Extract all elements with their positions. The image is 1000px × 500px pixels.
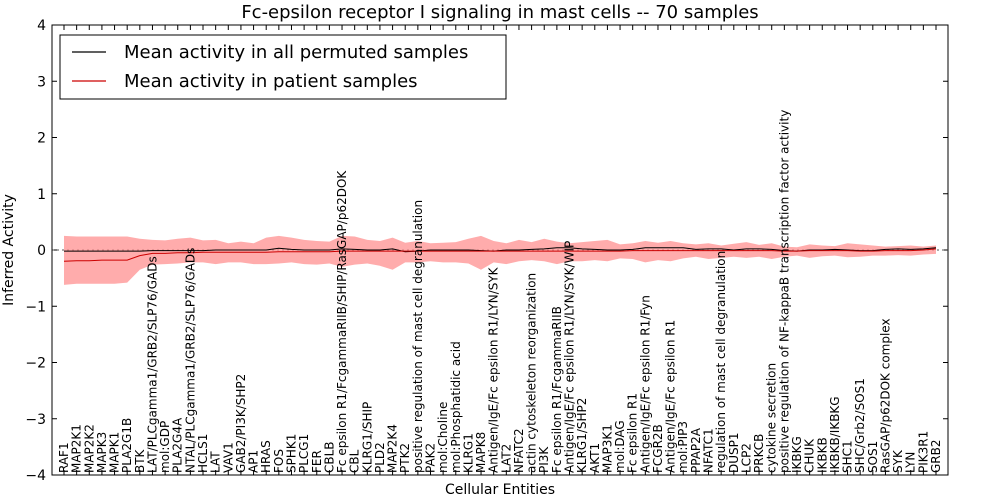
x-tick-label: RasGAP/p62DOK complex <box>878 318 892 473</box>
x-tick-label: MAP2K1 <box>70 424 84 473</box>
x-tick-label: LAT2 <box>499 444 513 473</box>
y-tick-label: 1 <box>37 187 46 203</box>
x-tick-label: mol:Choline <box>436 402 450 473</box>
y-tick-label: 4 <box>37 18 46 34</box>
y-tick-label: 2 <box>37 131 46 147</box>
x-tick-label: PRKCB <box>752 434 766 473</box>
x-tick-label: CHUK <box>803 438 817 473</box>
x-tick-label: BTK <box>133 448 147 473</box>
y-tick-label: −2 <box>25 356 46 372</box>
x-tick-label: KLRG1 <box>461 433 475 473</box>
x-tick-label: positive regulation of NF-kappaB transcr… <box>777 110 791 473</box>
x-tick-label: PIK3R1 <box>916 431 930 473</box>
x-tick-label: HRAS <box>259 440 273 473</box>
x-tick-label: PAK2 <box>424 443 438 473</box>
x-tick-label: mol:PIP3 <box>676 421 690 473</box>
x-tick-label: positive regulation of mast cell degranu… <box>411 200 425 473</box>
x-tick-label: PLA2G1B <box>120 418 134 473</box>
x-tick-label: mol:DAG <box>613 420 627 473</box>
x-tick-label: MAP2K2 <box>82 424 96 473</box>
x-tick-label: VAV1 <box>221 442 235 473</box>
x-tick-label: KLRG1/SHP2 <box>575 398 589 473</box>
x-axis-label: Cellular Entities <box>445 482 555 498</box>
x-tick-label: PTK2 <box>398 443 412 473</box>
x-tick-label: PLD2 <box>373 442 387 473</box>
x-tick-label: KLRG1/SHIP <box>360 402 374 473</box>
x-tick-label: GAB2/PI3K/SHP2 <box>234 374 248 473</box>
plot-area: −4−3−2−101234RAF1MAP2K1MAP2K2MAPK3MAPK1P… <box>25 18 949 484</box>
x-tick-label: SHC/Grb2/SOS1 <box>853 378 867 473</box>
legend: Mean activity in all permuted samples Mea… <box>59 34 507 100</box>
x-tick-label: LCP2 <box>739 443 753 473</box>
x-tick-label: Antigen/IgE/Fc epsilon R1/LYN/SYK <box>487 266 501 473</box>
x-tick-label: mol:GDP <box>158 421 172 473</box>
x-tick-label: LAT/PLCgamma1/GRB2/SLP76/GADs <box>146 256 160 473</box>
x-tick-label: Antigen/IgE/Fc epsilon R1/LYN/SYK/WIP <box>563 241 577 473</box>
x-tick-label: FOS <box>272 449 286 473</box>
x-tick-label: NFATC2 <box>512 428 526 473</box>
y-tick-label: −1 <box>25 299 46 315</box>
y-axis-label: Inferred Activity <box>1 194 17 306</box>
x-tick-label: CBLB <box>322 441 336 473</box>
x-tick-label: Antigen/IgE/Fc epsilon R1 <box>664 320 678 473</box>
x-tick-label: MAP3K1 <box>600 424 614 473</box>
x-tick-label: AP1 <box>247 450 261 473</box>
x-tick-label: GRB2 <box>929 439 943 473</box>
x-tick-label: SHC1 <box>841 440 855 473</box>
x-tick-label: DUSP1 <box>727 432 741 473</box>
x-tick-label: SPHK1 <box>285 434 299 473</box>
x-tick-label: AKT1 <box>588 443 602 473</box>
x-tick-label: IKBKG <box>790 436 804 473</box>
x-tick-label: NFATC1 <box>702 428 716 473</box>
x-tick-label: MAP2K4 <box>386 424 400 473</box>
x-tick-label: Fc epsilon R1/FcgammaRIIB <box>550 306 564 473</box>
x-tick-label: mol:Phosphatidic acid <box>449 341 463 473</box>
chart-title: Fc-epsilon receptor I signaling in mast … <box>241 2 758 23</box>
x-tick-label: FER <box>310 450 324 473</box>
x-tick-label: FCGR2B <box>651 424 665 473</box>
x-tick-label: SYK <box>891 449 905 473</box>
x-tick-label: IKBKB <box>815 437 829 473</box>
series-line-patient <box>63 248 937 262</box>
y-tick-label: −4 <box>25 468 46 484</box>
x-tick-label: MAPK8 <box>474 432 488 473</box>
legend-label: Mean activity in patient samples <box>124 71 418 92</box>
x-tick-label: Antigen/IgE/Fc epsilon R1/Fyn <box>638 295 652 473</box>
x-tick-label: NTAL/PLCgamma1/GRB2/SLP76/GADs <box>183 248 197 473</box>
x-tick-label: RAF1 <box>57 442 71 473</box>
x-tick-label: CBL <box>348 449 362 473</box>
x-tick-label: IKBKB/IKBKG <box>828 396 842 473</box>
x-tick-label: cytokine secretion <box>765 363 779 473</box>
plot-frame <box>51 24 949 476</box>
x-tick-label: Fc epsilon R1/FcgammaRIIB/SHIP/RasGAP/p6… <box>335 170 349 473</box>
x-tick-label: HCLS1 <box>196 434 210 473</box>
y-tick-label: −3 <box>25 412 46 428</box>
x-tick-label: PI3K <box>537 446 551 473</box>
x-tick-label: LAT <box>209 451 223 473</box>
x-tick-label: PLA2G4A <box>171 417 185 473</box>
x-tick-label: PLCG1 <box>297 434 311 473</box>
y-tick-label: 3 <box>37 74 46 90</box>
y-tick-label: 0 <box>37 243 46 259</box>
x-tick-label: MAPK1 <box>108 432 122 473</box>
x-tick-label: SOS1 <box>866 441 880 473</box>
x-tick-label: actin cytoskeleton reorganization <box>525 273 539 473</box>
legend-box <box>59 34 507 100</box>
x-tick-label: regulation of mast cell degranulation <box>714 251 728 473</box>
x-tick-label: Fc epsilon R1 <box>626 393 640 473</box>
x-tick-label: PPAP2A <box>689 427 703 473</box>
x-tick-label: MAPK3 <box>95 432 109 473</box>
x-tick-label: LYN <box>904 452 918 473</box>
legend-label: Mean activity in all permuted samples <box>124 42 468 63</box>
